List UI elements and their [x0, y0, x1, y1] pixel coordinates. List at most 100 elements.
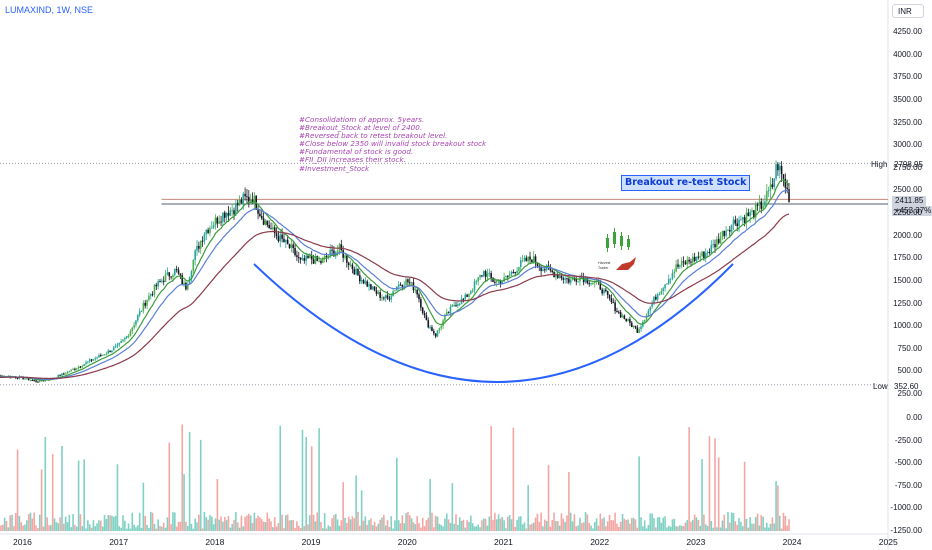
- candle-body: [259, 213, 261, 217]
- volume-bar: [205, 517, 208, 531]
- candle-body: [690, 261, 692, 263]
- candle-body: [26, 377, 28, 379]
- volume-bar: [288, 520, 291, 531]
- volume-bar: [410, 518, 413, 531]
- volume-bar: [603, 517, 605, 531]
- candle-body: [207, 229, 209, 233]
- candle-body: [66, 371, 69, 374]
- candle-body: [586, 277, 589, 284]
- volume-bar: [741, 526, 744, 531]
- candle-body: [116, 344, 119, 347]
- volume-bar: [706, 526, 709, 531]
- volume-bar: [209, 515, 211, 531]
- volume-bar: [390, 516, 393, 531]
- candle-body: [510, 271, 513, 275]
- volume-bar: [170, 524, 172, 531]
- candle-body: [199, 240, 202, 249]
- volume-bar: [725, 528, 727, 531]
- candle-body: [244, 193, 246, 197]
- candle-body: [144, 302, 147, 306]
- candle-body: [571, 278, 574, 280]
- candle-body: [233, 210, 235, 215]
- candle-body: [268, 225, 270, 229]
- volume-bar: [642, 526, 644, 531]
- volume-bar: [673, 518, 676, 531]
- candle-body: [630, 322, 633, 328]
- price-tick-label: 1750.00: [893, 253, 922, 263]
- candle-body: [325, 255, 328, 257]
- candle-body: [209, 227, 211, 233]
- volume-bar: [96, 523, 98, 531]
- candle-body: [288, 243, 291, 248]
- candle-body: [692, 256, 694, 263]
- volume-bar: [77, 460, 80, 531]
- candle-body: [397, 284, 400, 287]
- volume-bar: [601, 518, 603, 531]
- volume-bar: [769, 523, 772, 531]
- volume-bar: [229, 527, 232, 531]
- ema-long-line: [0, 213, 790, 380]
- currency-button[interactable]: INR: [892, 4, 924, 18]
- volume-bar: [223, 516, 226, 531]
- candle-body: [120, 341, 122, 343]
- candle-body: [712, 244, 714, 246]
- volume-bar: [394, 520, 396, 531]
- volume-bar: [349, 519, 352, 531]
- volume-bar: [514, 526, 517, 531]
- volume-bar: [740, 521, 742, 531]
- candle-body: [179, 273, 182, 276]
- candle-body: [677, 264, 679, 267]
- candle-body: [494, 281, 496, 283]
- candle-body: [436, 330, 439, 337]
- volume-bar: [753, 523, 755, 531]
- volume-bar: [440, 524, 443, 531]
- volume-bar: [693, 514, 696, 531]
- volume-bar: [55, 522, 58, 531]
- candle-body: [316, 256, 319, 261]
- candle-body: [658, 293, 661, 295]
- volume-bar: [451, 483, 454, 531]
- note-line: #Investment_Stock: [299, 163, 370, 173]
- volume-bar: [305, 437, 307, 531]
- volume-bar: [307, 524, 309, 531]
- candle-body: [662, 288, 665, 291]
- volume-tick-label: -1250.00: [890, 526, 922, 535]
- volume-bar: [623, 518, 626, 531]
- candle-body: [616, 310, 618, 312]
- candle-body: [468, 293, 470, 297]
- candle-body: [240, 199, 243, 204]
- volume-bar: [57, 523, 60, 531]
- candle-body: [229, 210, 232, 216]
- candle-body: [407, 279, 409, 283]
- volume-bar: [471, 523, 474, 531]
- volume-bar: [760, 515, 763, 531]
- candle-body: [516, 270, 518, 274]
- volume-bar: [605, 526, 607, 531]
- candle-body: [701, 251, 703, 257]
- volume-bar: [181, 424, 184, 531]
- volume-bar: [582, 522, 585, 531]
- volume-bar: [61, 445, 63, 531]
- ticker-title[interactable]: LUMAXIND, 1W, NSE: [5, 5, 94, 15]
- volume-bar: [297, 525, 300, 531]
- volume-bar: [777, 485, 779, 531]
- volume-bar: [116, 464, 119, 531]
- candle-body: [70, 369, 73, 372]
- candle-body: [353, 269, 356, 275]
- candle-body: [608, 294, 611, 299]
- volume-bar: [658, 517, 661, 531]
- candle-body: [649, 306, 652, 311]
- volume-bar: [40, 469, 43, 531]
- candle-body: [33, 380, 36, 382]
- candle-body: [732, 219, 735, 225]
- candle-body: [536, 263, 539, 266]
- price-tick-label: 1500.00: [893, 275, 922, 285]
- volume-bar: [177, 521, 180, 531]
- volume-bar: [586, 514, 589, 531]
- candle-body: [699, 256, 702, 258]
- volume-bar: [490, 426, 492, 531]
- breakout-banner[interactable]: Breakout re-test Stock: [621, 175, 751, 191]
- volume-bar: [595, 518, 598, 531]
- volume-bar: [556, 521, 559, 531]
